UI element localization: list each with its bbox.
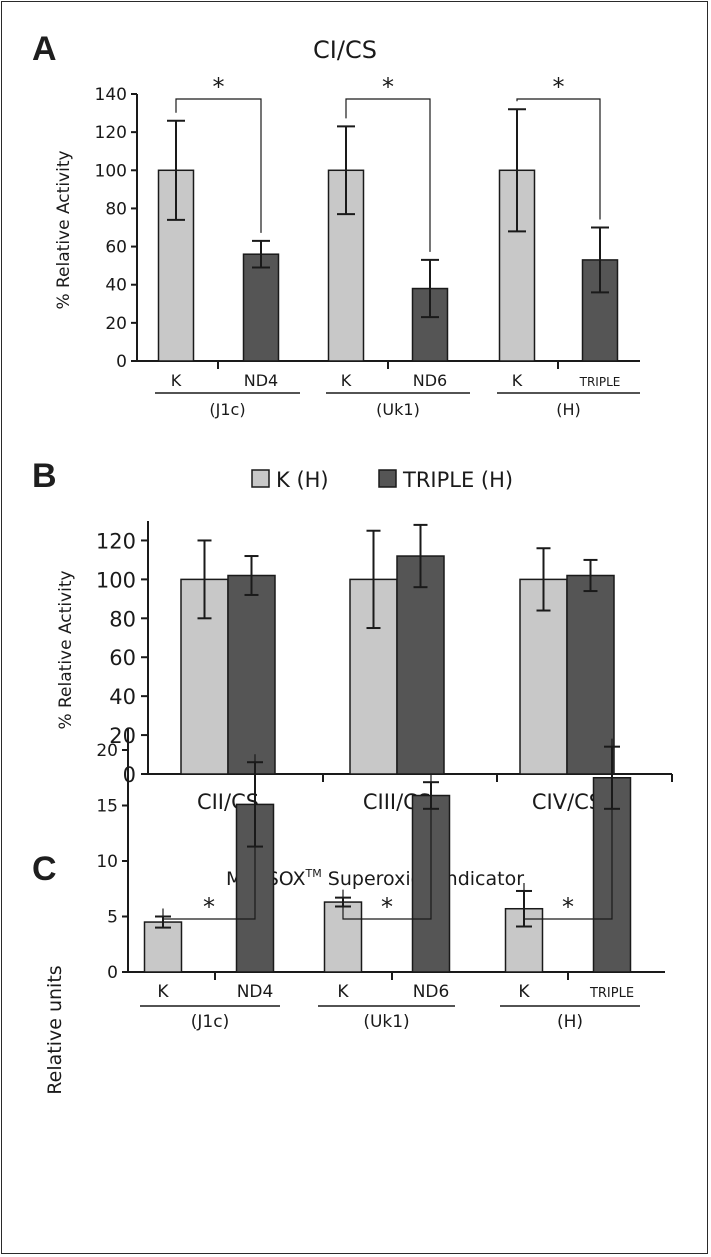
bar xyxy=(227,574,276,775)
significance-bracket xyxy=(516,98,601,220)
y-tick-label: 120 xyxy=(95,123,127,143)
y-tick-label: 15 xyxy=(96,797,118,817)
significance-bracket xyxy=(162,754,256,920)
group-label: (Uk1) xyxy=(376,400,420,419)
bar-label: K xyxy=(157,982,169,1002)
legend-label-triple: TRIPLE (H) xyxy=(402,468,513,492)
bar-label: ND4 xyxy=(244,371,278,390)
group-label: (J1c) xyxy=(209,400,245,419)
y-tick-label: 100 xyxy=(95,161,127,181)
significance-bracket xyxy=(345,98,431,252)
significance-star: * xyxy=(562,893,574,921)
significance-star: * xyxy=(381,893,393,921)
bar-label: K xyxy=(512,371,523,390)
chart-c-plot: 0 5 10 15 20 K ND4 (J1c) * K ND6(Uk1) * K TRIPLE (H) * xyxy=(96,727,665,1032)
y-tick-label: 60 xyxy=(109,646,136,670)
chart-c-ylabel: Relative units xyxy=(44,965,66,1094)
y-tick-label: 20 xyxy=(109,724,136,748)
chart-a-title: CI/CS xyxy=(313,36,377,64)
bar-label: K xyxy=(337,982,349,1002)
group-label: (J1c) xyxy=(191,1012,229,1032)
panel-letter-a: A xyxy=(32,30,57,68)
legend-swatch-k xyxy=(251,469,270,488)
chart-b-legend: K (H) TRIPLE (H) xyxy=(251,468,513,492)
y-tick-label: 5 xyxy=(107,908,118,928)
chart-a-ylabel: % Relative Activity xyxy=(54,150,74,309)
y-tick-label: 40 xyxy=(109,685,136,709)
group-label: (Uk1) xyxy=(363,1012,409,1032)
y-tick-label: 20 xyxy=(105,314,127,334)
legend-label-k: K (H) xyxy=(276,468,329,492)
bar-label: ND4 xyxy=(237,982,274,1002)
bar xyxy=(242,253,280,362)
bar-label: TRIPLE xyxy=(579,375,621,389)
bar xyxy=(519,578,568,775)
category-label: CIV/CS xyxy=(532,790,602,814)
bar-label: K xyxy=(171,371,182,390)
y-tick-label: 80 xyxy=(105,199,127,219)
y-tick-label: 20 xyxy=(96,741,118,761)
chart-b-ylabel: % Relative Activity xyxy=(56,570,76,729)
panel-letter-c: C xyxy=(32,850,57,888)
bar-label: K xyxy=(518,982,530,1002)
bar xyxy=(396,555,445,775)
y-tick-label: 0 xyxy=(116,352,127,372)
group-label: (H) xyxy=(557,1012,583,1032)
y-tick-label: 40 xyxy=(105,276,127,296)
y-tick-label: 60 xyxy=(105,238,127,258)
bar-label: TRIPLE xyxy=(589,986,634,1001)
significance-bracket xyxy=(342,774,432,920)
bar xyxy=(143,921,183,973)
y-tick-label: 0 xyxy=(107,963,118,983)
chart-a-plot: 0 20 40 60 80 100 120 140 K ND4 (J1c) * K ND6 (Uk1) * K T… xyxy=(95,73,640,419)
significance-star: * xyxy=(213,73,225,101)
y-tick-label: 0 xyxy=(123,763,136,787)
y-tick-label: 10 xyxy=(96,852,118,872)
y-tick-label: 100 xyxy=(96,568,136,592)
bar-label: ND6 xyxy=(413,371,447,390)
y-tick-label: 120 xyxy=(96,529,136,553)
panel-letter-b: B xyxy=(32,457,57,495)
legend-swatch-triple xyxy=(378,469,397,488)
bar xyxy=(566,574,615,775)
group-label: (H) xyxy=(556,400,581,419)
y-tick-label: 80 xyxy=(109,607,136,631)
significance-star: * xyxy=(382,73,394,101)
significance-bracket xyxy=(175,98,262,233)
bar-label: ND6 xyxy=(413,982,450,1002)
significance-star: * xyxy=(203,893,215,921)
significance-star: * xyxy=(553,73,565,101)
significance-bracket xyxy=(523,738,613,920)
bar-label: K xyxy=(341,371,352,390)
chart-c-title-sup: TM xyxy=(305,867,322,880)
y-tick-label: 140 xyxy=(95,85,127,105)
